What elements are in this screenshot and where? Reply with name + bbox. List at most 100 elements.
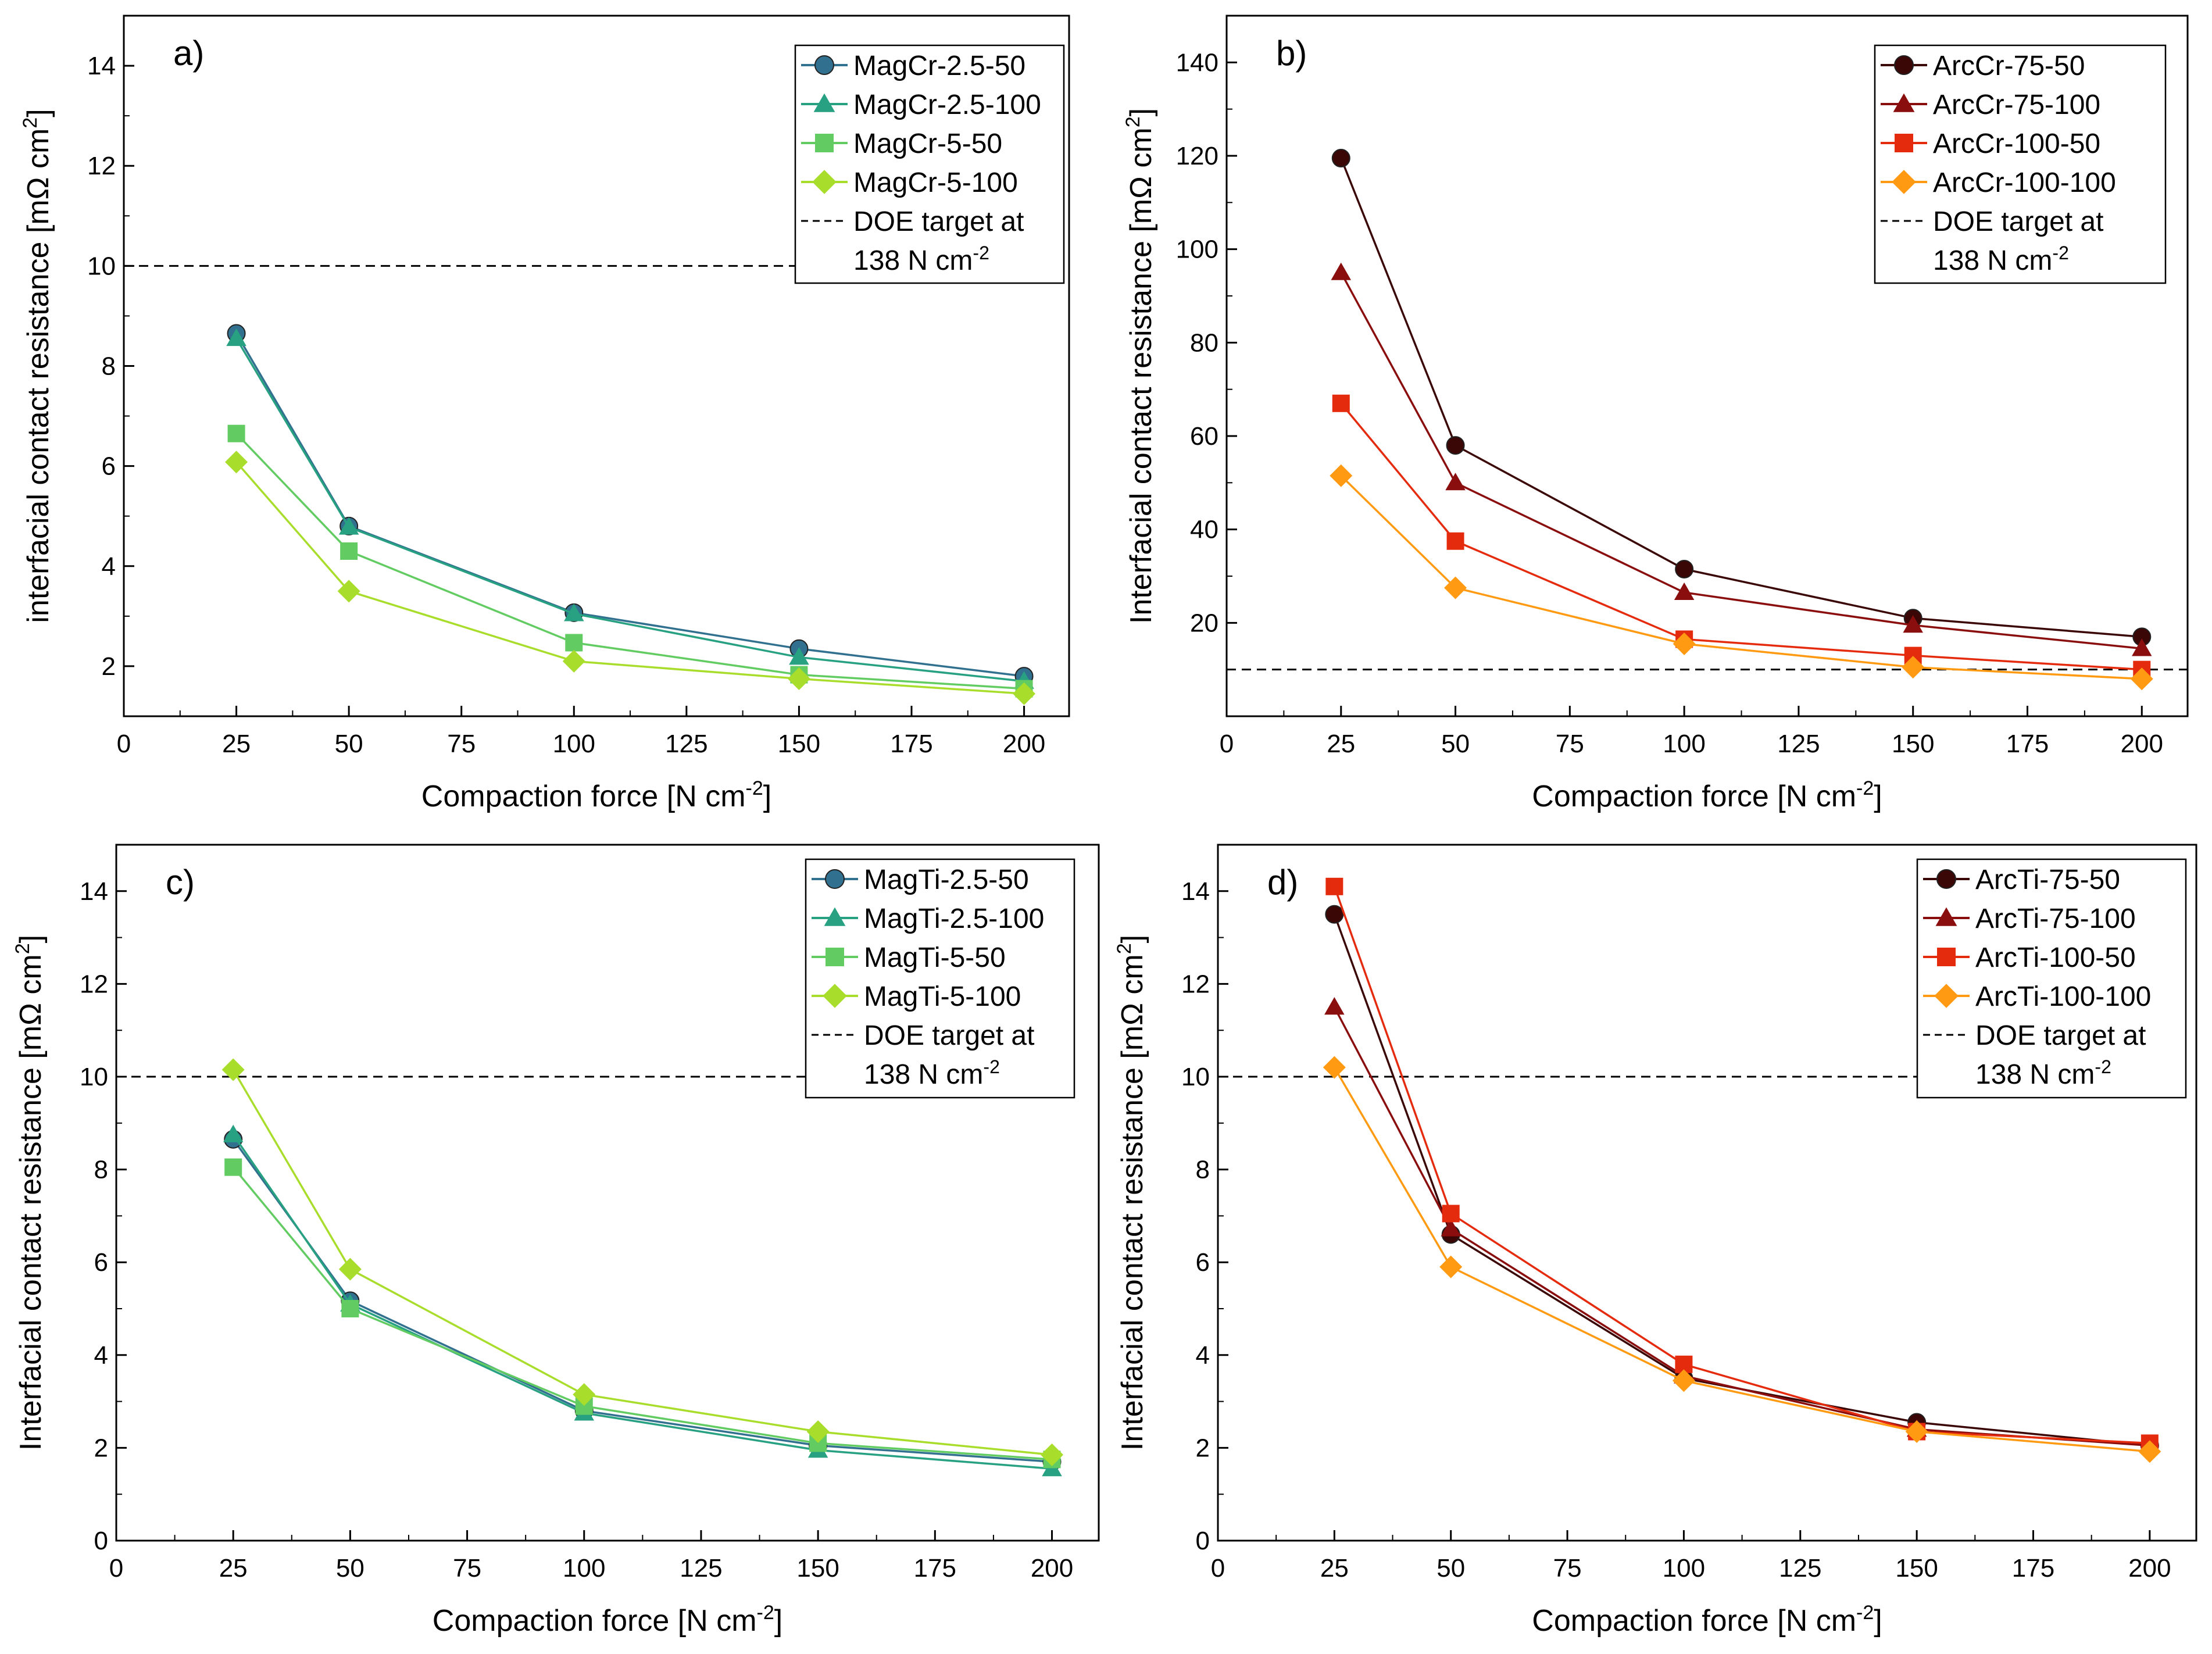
x-tick-label: 150 [778, 730, 820, 758]
data-point-ArcCr-100-100-50 [1444, 576, 1467, 599]
data-point-MagCr-5-100-50 [337, 580, 360, 603]
data-point-MagTi-5-100-50 [338, 1258, 362, 1281]
x-axis-label-end: ] [774, 1604, 782, 1638]
panel-label: a) [173, 34, 204, 73]
series-line-MagCr-5-50 [235, 433, 1024, 690]
panel-d: 0 25 50 75 100 125 150 175 200 0 2 4 6 8 10 12 14 d) Compa… [1113, 844, 2197, 1638]
data-point-MagTi-5-100-25 [221, 1058, 245, 1081]
legend-doe-label-2: 138 N cm-2 [853, 242, 989, 276]
y-tick-label: 14 [87, 52, 116, 80]
x-tick-label: 125 [665, 730, 707, 758]
legend-doe-label-2-main: 138 N cm [1933, 245, 2052, 276]
data-point-ArcCr-100-100-100 [1673, 632, 1696, 655]
x-tick-label: 75 [453, 1554, 481, 1582]
x-tick-label: 50 [1441, 730, 1470, 758]
x-tick-label: 100 [1663, 730, 1705, 758]
data-point-ArcCr-75-100-150 [1903, 615, 1923, 633]
data-point-MagTi-5-50-50 [341, 1300, 359, 1317]
panel-label: b) [1276, 34, 1307, 73]
data-point-ArcCr-75-50-25 [1331, 149, 1350, 168]
x-tick-label: 25 [219, 1554, 248, 1582]
y-tick-label: 20 [1190, 609, 1218, 637]
y-axis-label: Interfacial contact resistance [mΩ cm2] [1113, 935, 1149, 1451]
legend-entry-MagTi-2.5-100: MagTi-2.5-100 [864, 903, 1044, 934]
legend-doe-label-2-main: 138 N cm [853, 245, 973, 276]
series-1 [226, 328, 1034, 689]
data-point-ArcTi-75-100-50 [1441, 1219, 1461, 1237]
x-tick-label: 25 [222, 730, 251, 758]
series-3 [221, 1058, 1064, 1466]
x-tick-label: 50 [1436, 1554, 1465, 1582]
data-point-ArcTi-100-100-100 [1672, 1369, 1695, 1392]
y-axis-label-end: ] [22, 109, 55, 117]
x-tick-label: 25 [1320, 1554, 1349, 1582]
x-tick-label: 125 [1777, 730, 1820, 758]
y-tick-label: 8 [1196, 1156, 1210, 1184]
data-point-ArcCr-100-100-25 [1330, 464, 1353, 487]
legend-marker-MagCr-5-100 [812, 170, 837, 194]
x-tick-label: 100 [1663, 1554, 1705, 1582]
legend-marker-MagCr-2.5-100 [813, 93, 835, 112]
y-tick-label: 10 [80, 1063, 108, 1091]
legend-doe-label: DOE target at [1975, 1020, 2146, 1051]
y-tick-label: 6 [102, 452, 116, 481]
data-point-ArcCr-75-100-100 [1674, 582, 1695, 601]
series-3 [1330, 464, 2153, 691]
y-axis-label-sup: 2 [12, 943, 34, 954]
y-tick-label: 120 [1176, 142, 1218, 170]
x-axis-label-main: Compaction force [N cm [433, 1604, 757, 1638]
x-tick-label: 175 [2012, 1554, 2054, 1582]
y-tick-label: 8 [102, 352, 116, 381]
y-axis-label-sup: 2 [1122, 116, 1144, 127]
legend-entry-MagCr-2.5-100: MagCr-2.5-100 [853, 90, 1041, 120]
series-1 [1331, 262, 2152, 656]
x-tick-label: 200 [1003, 730, 1045, 758]
y-axis-label-end: ] [1124, 108, 1158, 116]
legend-entry-MagTi-5-100: MagTi-5-100 [864, 981, 1021, 1012]
data-point-MagCr-2.5-100-150 [789, 647, 809, 665]
y-tick-label: 4 [1196, 1341, 1210, 1370]
series-3 [1323, 1056, 2161, 1463]
y-tick-label: 80 [1190, 328, 1218, 357]
legend-doe-label-2: 138 N cm-2 [1933, 242, 2069, 276]
y-tick-label: 40 [1190, 516, 1218, 544]
y-tick-label: 2 [1196, 1434, 1210, 1462]
y-axis-label-main: Interfacial contact resistance [mΩ cm [1124, 127, 1158, 624]
x-axis-label-end: ] [763, 780, 771, 813]
x-tick-label: 25 [1327, 730, 1355, 758]
x-axis-label: Compaction force [N cm-2] [1532, 1602, 1882, 1638]
legend-marker-MagTi-5-50 [826, 948, 844, 966]
y-axis-label-end: ] [14, 935, 48, 943]
x-tick-label: 50 [336, 1554, 365, 1582]
data-point-MagCr-5-100-150 [787, 667, 810, 690]
legend-marker-ArcCr-100-100 [1892, 170, 1916, 194]
y-axis-label: Interfacial contact resistance [mΩ cm2] [12, 935, 48, 1451]
data-point-MagCr-2.5-100-50 [338, 517, 359, 535]
x-tick-label: 75 [1553, 1554, 1582, 1582]
x-tick-label: 0 [109, 1554, 123, 1582]
legend-doe-label-2: 138 N cm-2 [1975, 1056, 2111, 1090]
legend-entry-MagCr-2.5-50: MagCr-2.5-50 [853, 51, 1025, 81]
panel-label: c) [166, 863, 195, 902]
legend-marker-MagCr-5-50 [815, 134, 834, 152]
legend-entry-ArcTi-75-100: ArcTi-75-100 [1975, 903, 2136, 934]
x-tick-label: 200 [2128, 1554, 2171, 1582]
x-tick-label: 75 [447, 730, 476, 758]
legend-marker-ArcTi-100-50 [1937, 948, 1956, 966]
x-tick-label: 50 [335, 730, 363, 758]
x-tick-label: 125 [1779, 1554, 1821, 1582]
x-tick-label: 100 [563, 1554, 605, 1582]
data-point-ArcTi-100-50-50 [1442, 1205, 1460, 1223]
legend-entry-MagCr-5-100: MagCr-5-100 [853, 167, 1018, 198]
series-3 [225, 451, 1036, 705]
y-tick-label: 2 [102, 652, 116, 681]
plot-frame [115, 844, 1100, 1542]
series-0 [227, 324, 1034, 686]
data-point-ArcCr-75-50-100 [1675, 559, 1694, 578]
legend-box [1916, 858, 2187, 1099]
x-tick-label: 175 [2006, 730, 2049, 758]
y-tick-label: 12 [87, 152, 116, 180]
legend-entry-ArcCr-100-50: ArcCr-100-50 [1933, 128, 2100, 159]
